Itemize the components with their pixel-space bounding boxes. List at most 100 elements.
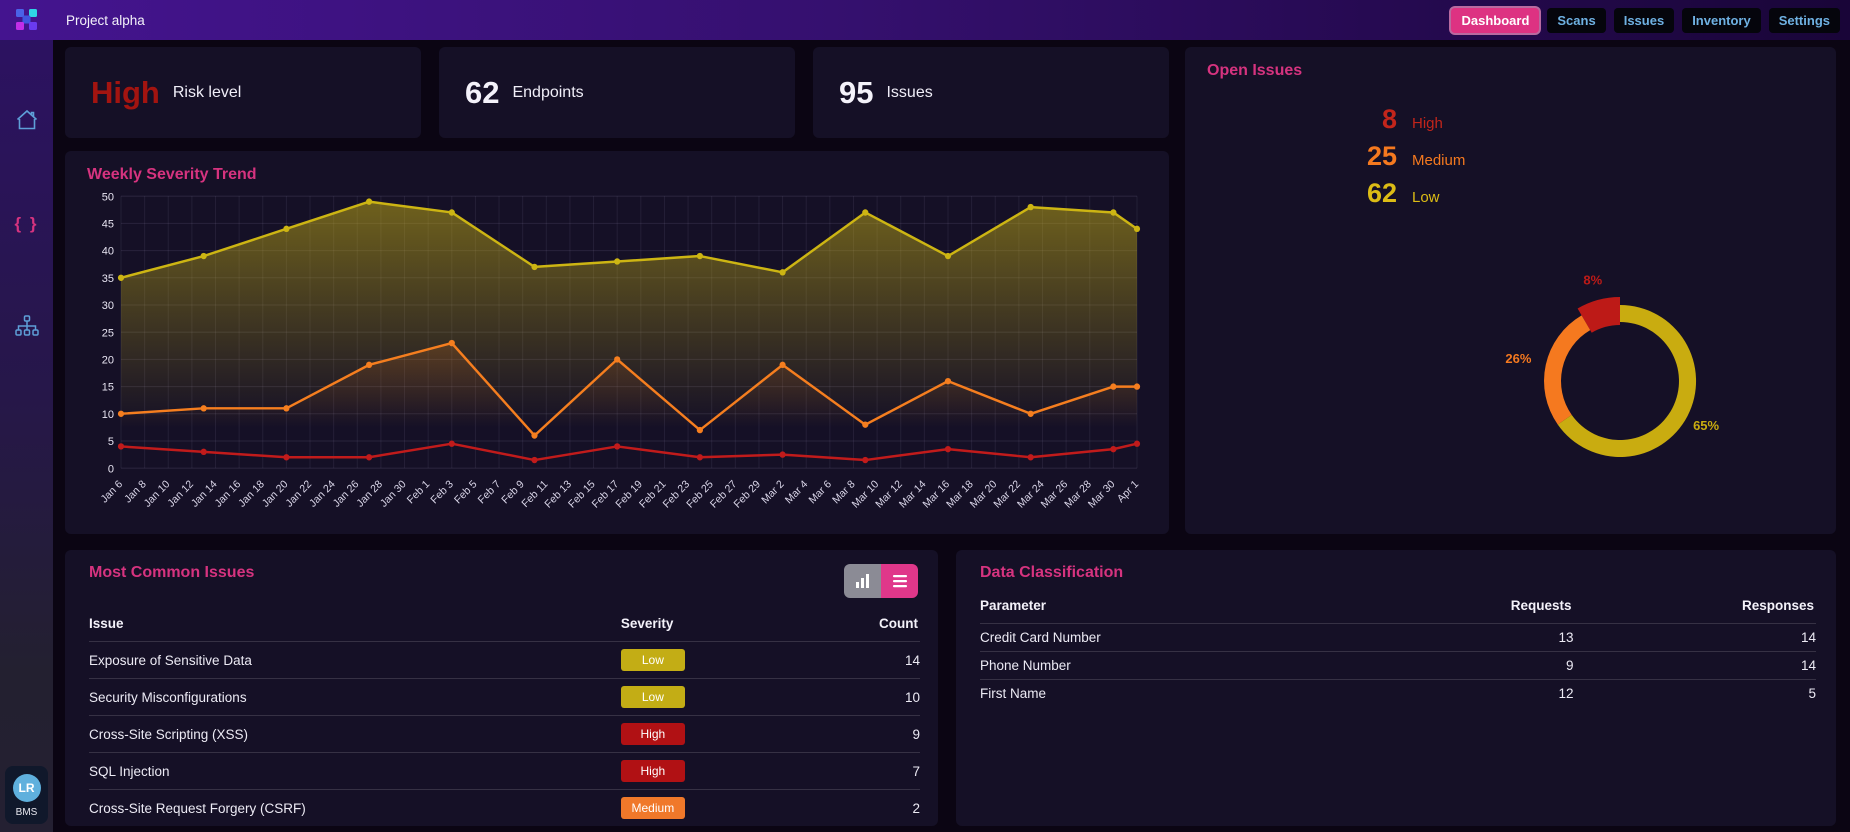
tab-dashboard[interactable]: Dashboard bbox=[1451, 7, 1540, 33]
weekly-severity-trend-panel: Weekly Severity Trend 0 5 10 15 20 25 30 35 40 45… bbox=[65, 151, 1169, 534]
svg-text:35: 35 bbox=[102, 273, 114, 285]
tab-issues[interactable]: Issues bbox=[1613, 7, 1675, 33]
issue-name: Cross-Site Scripting (XSS) bbox=[89, 715, 621, 753]
user-badge[interactable]: LR BMS bbox=[5, 766, 48, 824]
home-icon bbox=[16, 109, 37, 130]
svg-text:Feb 7: Feb 7 bbox=[476, 478, 503, 506]
stat-card-endpoints: 62 Endpoints bbox=[439, 47, 795, 138]
issue-severity: Low bbox=[620, 641, 804, 679]
open-issues-row-medium: 25 Medium bbox=[1207, 141, 1814, 172]
tab-scans[interactable]: Scans bbox=[1547, 7, 1606, 33]
svg-text:Feb 5: Feb 5 bbox=[452, 478, 479, 506]
sidebar-item-home[interactable] bbox=[0, 103, 53, 137]
app-logo-icon[interactable] bbox=[0, 9, 53, 31]
svg-text:5: 5 bbox=[108, 436, 114, 448]
severity-badge: Low bbox=[620, 649, 685, 671]
most-common-issues-table: Issue Severity Count Exposure of Sensitive … bbox=[89, 610, 920, 826]
svg-text:40: 40 bbox=[102, 246, 114, 258]
issue-count: 2 bbox=[803, 789, 920, 826]
classification-requests: 13 bbox=[1356, 623, 1574, 652]
issue-severity: High bbox=[620, 752, 804, 790]
most-common-issues-title: Most Common Issues bbox=[89, 564, 255, 581]
svg-text:26%: 26% bbox=[1505, 351, 1531, 366]
open-issues-row-low: 62 Low bbox=[1207, 178, 1814, 209]
classification-row[interactable]: First Name 12 5 bbox=[980, 679, 1816, 707]
stat-value: High bbox=[91, 74, 160, 110]
open-issues-count: 62 bbox=[1366, 178, 1397, 208]
stat-value: 62 bbox=[465, 74, 500, 110]
open-issues-count: 8 bbox=[1381, 104, 1397, 134]
issue-row[interactable]: Security Misconfigurations Low 10 bbox=[89, 678, 920, 716]
svg-text:8%: 8% bbox=[1583, 273, 1602, 288]
svg-text:Mar 2: Mar 2 bbox=[759, 478, 786, 506]
data-classification-panel: Data Classification Parameter Requests Res… bbox=[956, 550, 1836, 826]
issue-row[interactable]: Exposure of Sensitive Data Low 14 bbox=[89, 641, 920, 679]
stat-label: Issues bbox=[886, 83, 933, 101]
issue-severity: Low bbox=[620, 678, 804, 716]
tab-settings[interactable]: Settings bbox=[1768, 7, 1840, 33]
top-navbar: Project alpha Dashboard Scans Issues Invent… bbox=[0, 0, 1850, 40]
data-classification-title: Data Classification bbox=[980, 564, 1124, 581]
severity-badge: High bbox=[620, 760, 685, 782]
column-header-requests: Requests bbox=[1510, 598, 1572, 613]
avatar: LR bbox=[12, 774, 41, 802]
svg-text:0: 0 bbox=[108, 463, 114, 475]
list-icon bbox=[892, 575, 907, 588]
svg-text:Jan 30: Jan 30 bbox=[378, 478, 409, 510]
stat-cards-row: High Risk level 62 Endpoints 95 Issues bbox=[65, 47, 1169, 138]
svg-text:Mar 30: Mar 30 bbox=[1086, 478, 1118, 510]
issue-count: 14 bbox=[803, 641, 920, 679]
severity-badge: High bbox=[620, 723, 685, 745]
classification-row[interactable]: Credit Card Number 13 14 bbox=[980, 623, 1816, 652]
svg-text:15: 15 bbox=[102, 382, 114, 394]
most-common-issues-panel: Most Common Issues bbox=[65, 550, 938, 826]
sidebar-item-api[interactable]: { } bbox=[0, 207, 53, 241]
org-label: BMS bbox=[15, 807, 38, 818]
issue-row[interactable]: Cross-Site Scripting (XSS) High 9 bbox=[89, 715, 920, 753]
issue-severity: Medium bbox=[620, 789, 804, 826]
classification-responses: 5 bbox=[1573, 679, 1816, 707]
issue-name: Cross-Site Request Forgery (CSRF) bbox=[89, 789, 621, 826]
issue-name: Security Misconfigurations bbox=[89, 678, 621, 716]
severity-badge: Low bbox=[620, 686, 685, 708]
chart-view-button[interactable] bbox=[844, 564, 881, 598]
classification-row[interactable]: Phone Number 9 14 bbox=[980, 651, 1816, 680]
svg-text:10: 10 bbox=[102, 409, 114, 421]
svg-text:Mar 4: Mar 4 bbox=[783, 478, 810, 506]
svg-text:20: 20 bbox=[102, 354, 114, 366]
issue-severity: High bbox=[620, 715, 804, 753]
issue-name: SQL Injection bbox=[89, 752, 621, 790]
column-header-count: Count bbox=[879, 616, 918, 631]
issue-row[interactable]: SQL Injection High 7 bbox=[89, 752, 920, 790]
classification-responses: 14 bbox=[1573, 651, 1816, 680]
open-issues-donut-chart: 8% 26% 65% bbox=[1505, 273, 1720, 457]
issue-name: Exposure of Sensitive Data bbox=[89, 641, 621, 679]
open-issues-severity-label: Low bbox=[1412, 189, 1440, 206]
svg-text:Feb 3: Feb 3 bbox=[429, 478, 456, 506]
classification-requests: 12 bbox=[1356, 679, 1574, 707]
list-view-button[interactable] bbox=[881, 564, 918, 598]
classification-parameter: Phone Number bbox=[980, 651, 1357, 680]
bar-chart-icon bbox=[855, 574, 869, 588]
svg-text:50: 50 bbox=[102, 191, 114, 203]
open-issues-summary: 8 High 25 Medium 62 Low bbox=[1207, 104, 1814, 209]
sidebar: { } LR BMS bbox=[0, 40, 53, 832]
issue-row[interactable]: Cross-Site Request Forgery (CSRF) Medium 2 bbox=[89, 789, 920, 826]
view-toggle bbox=[844, 564, 918, 598]
open-issues-count: 25 bbox=[1366, 141, 1397, 171]
tab-inventory[interactable]: Inventory bbox=[1682, 7, 1761, 33]
sidebar-item-network[interactable] bbox=[0, 309, 53, 343]
stat-label: Endpoints bbox=[512, 83, 584, 101]
svg-text:Jan 6: Jan 6 bbox=[99, 478, 126, 505]
open-issues-severity-label: High bbox=[1412, 115, 1443, 132]
column-header-issue: Issue bbox=[89, 616, 124, 631]
classification-parameter: First Name bbox=[980, 679, 1357, 707]
issue-count: 9 bbox=[803, 715, 920, 753]
open-issues-panel: Open Issues 8 High 25 Medium 62 Low 8% 26% 65% bbox=[1185, 47, 1836, 534]
issue-count: 7 bbox=[803, 752, 920, 790]
open-issues-row-high: 8 High bbox=[1207, 104, 1814, 135]
issue-count: 10 bbox=[803, 678, 920, 716]
open-issues-title: Open Issues bbox=[1207, 62, 1303, 79]
